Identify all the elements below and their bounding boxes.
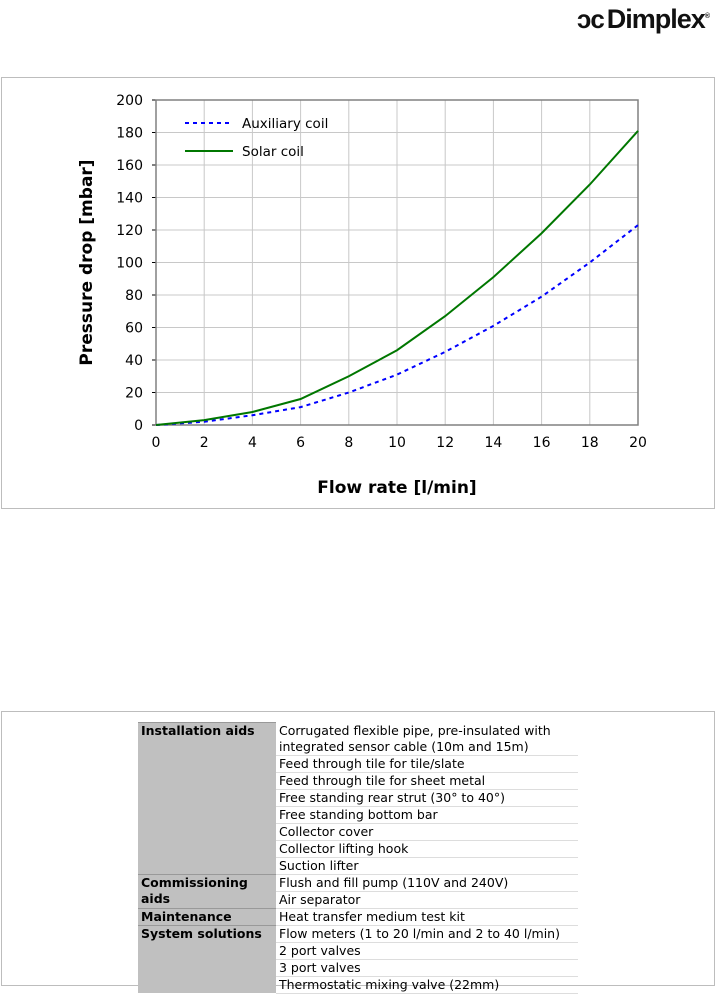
y-tick-label: 60 bbox=[125, 321, 143, 337]
logo-text: Dimplex bbox=[606, 4, 706, 34]
item-cell: 3 port valves bbox=[276, 959, 578, 977]
item-cell: Suction lifter bbox=[276, 857, 578, 875]
plot-area bbox=[155, 99, 639, 426]
accessories-table: Installation aids Corrugated flexible pip… bbox=[138, 722, 578, 994]
table-row: Collector cover bbox=[138, 823, 578, 841]
x-axis-label: Flow rate [l/min] bbox=[317, 478, 476, 498]
item-cell: Flush and fill pump (110V and 240V) bbox=[276, 874, 578, 892]
x-tick-label: 14 bbox=[484, 435, 502, 451]
chart-frame: 0 2 4 6 8 10 12 14 16 18 20 0 20 40 60 80 100 120 140 160 18… bbox=[1, 77, 715, 509]
x-tick-label: 16 bbox=[533, 435, 551, 451]
item-cell: Feed through tile for sheet metal bbox=[276, 772, 578, 790]
table-row: 2 port valves bbox=[138, 942, 578, 960]
table-row: Feed through tile for sheet metal bbox=[138, 772, 578, 790]
table-row: Feed through tile for tile/slate bbox=[138, 755, 578, 773]
category-cell: Maintenance bbox=[138, 907, 276, 925]
item-cell: Thermostatic mixing valve (22mm) bbox=[276, 976, 578, 994]
item-cell: Corrugated flexible pipe, pre-insulated … bbox=[276, 722, 578, 756]
series-line-auxiliary-coil bbox=[155, 224, 639, 426]
table-row: Air separator bbox=[138, 891, 578, 909]
item-cell: Air separator bbox=[276, 891, 578, 909]
legend-label: Auxiliary coil bbox=[242, 116, 328, 132]
registered-mark: ® bbox=[704, 13, 710, 20]
item-cell: Feed through tile for tile/slate bbox=[276, 755, 578, 773]
table-row: Suction lifter bbox=[138, 857, 578, 875]
y-tick-label: 80 bbox=[125, 288, 143, 304]
y-tick-label: 180 bbox=[116, 126, 143, 142]
table-row: 3 port valves bbox=[138, 959, 578, 977]
item-cell: Flow meters (1 to 20 l/min and 2 to 40 l… bbox=[276, 925, 578, 943]
item-cell: Free standing bottom bar bbox=[276, 806, 578, 824]
category-cell: Installation aids bbox=[138, 722, 276, 874]
y-tick-label: 160 bbox=[116, 158, 143, 174]
item-cell: Collector cover bbox=[276, 823, 578, 841]
y-axis-label: Pressure drop [mbar] bbox=[77, 159, 97, 365]
y-tick-label: 200 bbox=[116, 93, 143, 109]
dimplex-logo: ɔc Dimplex® bbox=[576, 4, 710, 35]
y-tick-label: 40 bbox=[125, 353, 143, 369]
x-tick-label: 4 bbox=[248, 435, 257, 451]
y-tick-label: 0 bbox=[134, 418, 143, 434]
x-tick-label: 6 bbox=[296, 435, 305, 451]
pressure-drop-chart: 0 2 4 6 8 10 12 14 16 18 2002040608010012014016018… bbox=[77, 93, 647, 498]
y-tick-label: 120 bbox=[116, 223, 143, 239]
x-tick-label: 0 bbox=[152, 435, 161, 451]
item-cell: 2 port valves bbox=[276, 942, 578, 960]
table-row: Free standing bottom bar bbox=[138, 806, 578, 824]
x-tick-label: 12 bbox=[436, 435, 454, 451]
table-row: Free standing rear strut (30° to 40°) bbox=[138, 789, 578, 807]
category-cell: Commissioning aids bbox=[138, 873, 276, 908]
item-cell: Collector lifting hook bbox=[276, 840, 578, 858]
category-cell: System solutions bbox=[138, 924, 276, 993]
y-tick-label: 140 bbox=[116, 191, 143, 207]
x-tick-label: 2 bbox=[200, 435, 209, 451]
table-row: Installation aids Corrugated flexible pip… bbox=[138, 722, 578, 874]
series-line-solar-coil bbox=[155, 130, 639, 426]
legend-label: Solar coil bbox=[242, 144, 304, 160]
x-tick-label: 20 bbox=[629, 435, 647, 451]
dimplex-mark-icon: ɔc bbox=[576, 4, 605, 34]
x-tick-label: 8 bbox=[344, 435, 353, 451]
table-row: Commissioning aids Flush and fill pump (1… bbox=[138, 873, 578, 908]
x-tick-label: 10 bbox=[388, 435, 406, 451]
item-cell: Heat transfer medium test kit bbox=[276, 908, 578, 926]
y-tick-label: 20 bbox=[125, 386, 143, 402]
item-cell: Free standing rear strut (30° to 40°) bbox=[276, 789, 578, 807]
y-tick-label: 100 bbox=[116, 256, 143, 272]
table-row: System solutions Flow meters (1 to 20 l/m… bbox=[138, 924, 578, 993]
accessories-table-frame: Installation aids Corrugated flexible pip… bbox=[1, 711, 715, 994]
table-row: Maintenance Heat transfer medium test kit bbox=[138, 907, 578, 926]
x-tick-label: 18 bbox=[581, 435, 599, 451]
table-row: Collector lifting hook bbox=[138, 840, 578, 858]
